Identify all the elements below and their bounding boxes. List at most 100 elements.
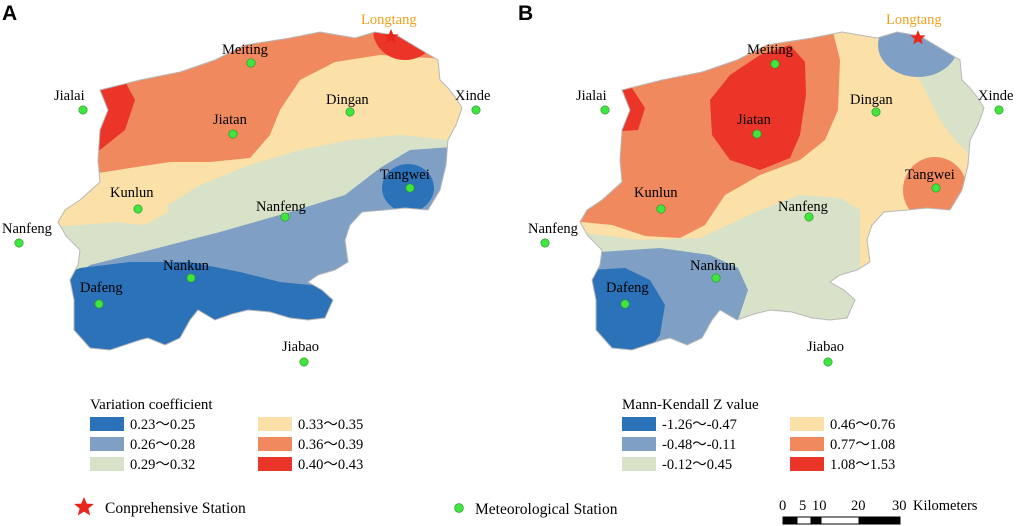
panel-a-stations: Longtang Meiting Jialai Jiatan Dingan Xi… (2, 12, 490, 367)
scale-tick-label-2: 10 (812, 498, 827, 514)
panel-a-legend-swatch-4 (258, 437, 292, 451)
panel-a-label-nanfeng-east: Nanfeng (256, 199, 306, 215)
panel-b-label-jialai: Jialai (576, 88, 607, 104)
station-key: Conprehensive Station Meteorological Sta… (74, 497, 618, 518)
panel-a-zone-red-longtang (373, 32, 437, 60)
panel-a-label-meiting: Meiting (222, 42, 268, 58)
panel-a-dot-kunlun (133, 204, 143, 214)
panel-b-dot-xinde (994, 105, 1004, 115)
panel-b-label-xinde: Xinde (978, 88, 1013, 104)
panel-b-legend-label-2: -0.12～0.45 (662, 457, 732, 473)
panel-b-dot-dafeng (620, 299, 630, 309)
panel-a-legend-label-2: 0.29～0.32 (130, 457, 195, 473)
panel-a-legend-swatch-0 (90, 417, 124, 431)
scale-tick-label-0: 0 (779, 498, 786, 514)
panel-b-dot-nanfeng-east (804, 212, 814, 222)
scale-bar: 0 5 10 20 30 Kilometers (779, 498, 978, 525)
panel-b-stations: Longtang Meiting Jialai Jiatan Dingan Xi… (528, 12, 1013, 367)
panel-a-dot-nanfeng-west (14, 238, 24, 248)
panel-a-dot-meiting (246, 58, 256, 68)
panel-a-dot-jiatan (228, 129, 238, 139)
panel-b-legend-swatch-4 (790, 437, 824, 451)
scale-tick-label-3: 20 (851, 498, 866, 514)
panel-a-label-nanfeng-west: Nanfeng (2, 221, 52, 237)
panel-b-label-meiting: Meiting (747, 42, 793, 58)
panel-a-label-xinde: Xinde (455, 88, 490, 104)
panel-b-legend-label-5: 1.08～1.53 (830, 457, 895, 473)
panel-a-legend-swatch-2 (90, 457, 124, 471)
panel-b-legend-label-3: 0.46～0.76 (830, 417, 895, 433)
key-star-icon (74, 497, 94, 516)
panel-b-legend-swatch-3 (790, 417, 824, 431)
panel-a-label-jiatan: Jiatan (213, 112, 248, 128)
panel-b-zone-steelblue-longtang (878, 32, 958, 77)
panel-a-star-longtang (383, 29, 399, 44)
scale-segment-4 (820, 516, 860, 525)
key-dot-icon (454, 503, 464, 513)
scale-segment-1 (783, 517, 797, 524)
panel-a-legend-swatch-1 (90, 437, 124, 451)
panel-a-dot-xinde (471, 105, 481, 115)
panel-a-legend-label-1: 0.26～0.28 (130, 437, 195, 453)
panel-b-label-tangwei: Tangwei (905, 167, 955, 183)
scale-tick-label-4: 30 (892, 498, 907, 514)
panel-b-legend-label-4: 0.77～1.08 (830, 437, 895, 453)
panel-b-dot-kunlun (656, 204, 666, 214)
panel-a-legend: Variation coefficient 0.23～0.25 0.26～0.2… (90, 397, 363, 473)
panel-b-dot-jiabao (823, 357, 833, 367)
panel-b-dot-jialai (600, 105, 610, 115)
panel-b-legend-title: Mann-Kendall Z value (622, 397, 759, 413)
panel-a-legend-swatch-5 (258, 457, 292, 471)
panel-b-label-dafeng: Dafeng (606, 280, 649, 296)
scale-unit-label: Kilometers (913, 498, 978, 514)
panel-a-legend-label-0: 0.23～0.25 (130, 417, 195, 433)
panel-b-label-dingan: Dingan (850, 92, 893, 108)
panel-b-dot-jiatan (752, 129, 762, 139)
panel-a-dot-jialai (78, 105, 88, 115)
panel-b-dot-nankun (711, 273, 721, 283)
panel-a-label-dingan: Dingan (326, 92, 369, 108)
panel-a-legend-swatch-3 (258, 417, 292, 431)
panel-a-zone-yellow-kunlun (96, 175, 168, 225)
panel-b-label-kunlun: Kunlun (634, 185, 678, 201)
panel-b-label-jiabao: Jiabao (807, 339, 844, 355)
panel-b-legend-label-1: -0.48～-0.11 (662, 437, 736, 453)
panel-a-dot-nanfeng-east (280, 212, 290, 222)
scale-tick-label-1: 5 (799, 498, 806, 514)
key-comprehensive-label: Conprehensive Station (105, 500, 246, 517)
panel-b-legend-swatch-0 (622, 417, 656, 431)
panel-b-letter: B (518, 2, 533, 25)
scale-segment-5 (859, 517, 900, 524)
panel-a-label-nankun: Nankun (163, 258, 210, 274)
panel-b-label-nankun: Nankun (690, 258, 737, 274)
panel-a-dot-jiabao (299, 357, 309, 367)
panel-b-legend: Mann-Kendall Z value -1.26～-0.47 -0.48～-… (622, 397, 895, 473)
panel-b-label-nanfeng-west: Nanfeng (528, 221, 578, 237)
panel-b-dot-dingan (871, 107, 881, 117)
panel-b-label-longtang: Longtang (886, 12, 942, 28)
panel-b-star-longtang (910, 30, 926, 45)
panel-a-label-dafeng: Dafeng (80, 280, 123, 296)
panel-a-label-jialai: Jialai (54, 88, 85, 104)
panel-a-label-jiabao: Jiabao (282, 339, 319, 355)
panel-b-label-nanfeng-east: Nanfeng (778, 199, 828, 215)
panel-a-letter: A (2, 2, 17, 25)
panel-b-legend-swatch-1 (622, 437, 656, 451)
panel-b-label-jiatan: Jiatan (737, 112, 772, 128)
panel-a-dot-nankun (186, 273, 196, 283)
panel-b-dot-meiting (770, 59, 780, 69)
panel-a-legend-label-5: 0.40～0.43 (298, 457, 363, 473)
panel-b-dot-tangwei (931, 183, 941, 193)
panel-a-legend-label-4: 0.36～0.39 (298, 437, 363, 453)
scale-segment-2 (796, 516, 812, 525)
panel-a-legend-label-3: 0.33～0.35 (298, 417, 363, 433)
scale-outline (782, 516, 901, 525)
panel-b-zone-red-jiatan (710, 45, 806, 170)
panel-a-label-kunlun: Kunlun (110, 185, 154, 201)
panel-b-legend-swatch-2 (622, 457, 656, 471)
panel-b-legend-swatch-5 (790, 457, 824, 471)
panel-a-label-longtang: Longtang (361, 12, 417, 28)
panel-a-dot-tangwei (405, 183, 415, 193)
panel-a-dot-dingan (345, 107, 355, 117)
